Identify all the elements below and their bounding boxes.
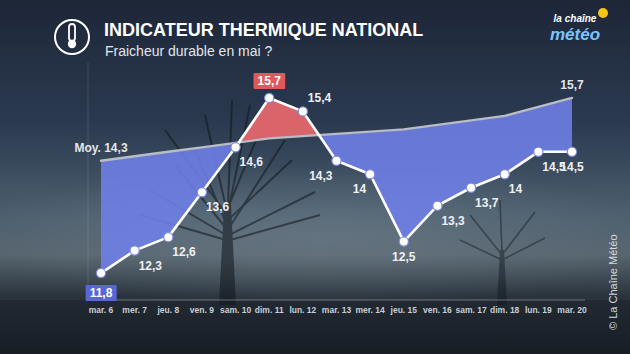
label-box [254,73,286,89]
point [96,268,105,277]
ground [0,300,630,354]
x-tick-label: ven. 9 [190,305,214,315]
x-tick-label: mar. 6 [89,305,114,315]
data-label: 13,6 [206,200,230,214]
x-tick-label: mer. 14 [355,305,385,315]
point [298,107,307,116]
x-tick-label: lun. 19 [525,305,552,315]
plot-area [96,93,576,277]
label-box [86,285,117,301]
icon-bulb [68,40,76,48]
title: INDICATEUR THERMIQUE NATIONAL [104,20,423,40]
icon-tube [69,24,75,41]
thermometer-icon [55,20,89,54]
logo-sun [598,8,608,18]
data-label: 15,4 [308,91,332,105]
point [500,170,509,179]
point [567,147,576,156]
point [399,237,408,246]
data-label: 12,5 [392,250,416,264]
point [197,188,206,197]
data-label: 12,3 [139,259,163,273]
copyright: © La Chaîne Météo [607,234,619,330]
point [466,183,475,192]
data-label: 14,6 [240,155,264,169]
area-below-average [101,98,572,273]
data-label: 15,7 [258,74,282,88]
background [0,0,630,354]
point [164,233,173,242]
data-labels: 11,8 12,3 12,6 13,6 14,6 15,7 15,4 14,3 14 12,5 13… [74,73,584,301]
data-label: 12,6 [172,245,196,259]
data-label: 14 [353,182,367,196]
tree-branch [470,215,502,255]
x-tick-label: lun. 12 [289,305,316,315]
tree-branch [500,200,502,252]
chart: INDICATEUR THERMIQUE NATIONAL Fraicheur d… [0,0,630,354]
data-label: 14,5 [560,160,584,174]
point [433,201,442,210]
point [366,170,375,179]
icon-ring [55,20,89,54]
point [130,246,139,255]
tree-branch [230,215,320,240]
subtitle: Fraicheur durable en mai ? [105,43,273,59]
data-label: 15,7 [560,78,584,92]
point [332,156,341,165]
tree-branch [460,240,502,260]
average-line [101,98,572,161]
data-label: 11,8 [90,286,113,300]
x-tick-label: mar. 13 [322,305,352,315]
point [265,93,274,102]
tree-silhouette [460,200,545,305]
x-tick-label: mar. 20 [557,305,587,315]
point [231,143,240,152]
data-label: 13,3 [441,214,465,228]
tree-branch [502,238,545,260]
data-label: 14 [509,182,523,196]
x-tick-labels: mar. 6 mer. 7 jeu. 8 ven. 9 sam. 10 dim. 11 lu… [89,305,587,315]
x-tick-label: jeu. 15 [390,305,418,315]
x-tick-label: ven. 16 [423,305,452,315]
data-label: 13,7 [475,196,499,210]
x-tick-label: dim. 11 [255,305,284,315]
point [534,147,543,156]
y-axis-line [88,62,89,300]
area-above-average [101,98,572,273]
logo-text: la chaîne [554,13,597,24]
x-tick-label: dim. 18 [490,305,520,315]
data-label: Moy. 14,3 [74,141,127,155]
logo-text: météo [550,25,600,44]
x-tick-label: sam. 17 [455,305,486,315]
x-axis-line [88,300,585,301]
tree-branch [229,140,285,228]
x-tick-label: sam. 10 [220,305,251,315]
background-glow [0,165,630,305]
temperature-line [101,98,572,273]
tree-branch [502,212,535,255]
data-label: 14,3 [309,169,333,183]
x-tick-label: jeu. 8 [156,305,179,315]
x-tick-label: mer. 7 [122,305,147,315]
